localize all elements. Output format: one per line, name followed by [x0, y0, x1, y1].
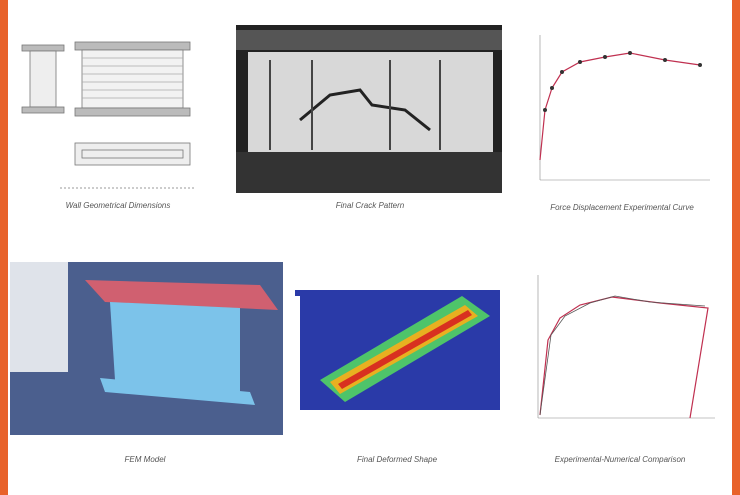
left-border: [0, 0, 8, 495]
caption: Experimental-Numerical Comparison: [555, 455, 686, 464]
caption: Force Displacement Experimental Curve: [550, 203, 694, 212]
caption: Final Crack Pattern: [336, 201, 405, 210]
crack-photo: [236, 25, 502, 193]
figure: Wall Geometrical Dimensions Final Crack …: [0, 0, 740, 495]
fem-model: [10, 262, 283, 435]
right-border: [732, 0, 740, 495]
caption: Final Deformed Shape: [357, 455, 438, 464]
caption: Wall Geometrical Dimensions: [66, 201, 171, 210]
caption: FEM Model: [125, 455, 166, 464]
deformed-shape: [295, 290, 500, 410]
